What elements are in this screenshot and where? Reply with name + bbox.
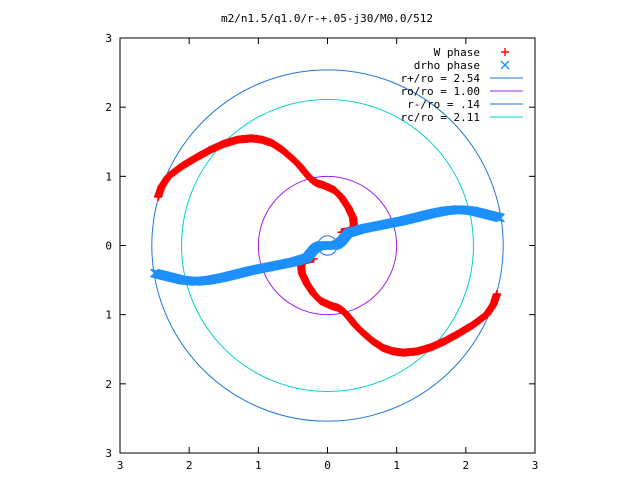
x-tick-labels: 3 2 1 0 1 2 3 (117, 459, 539, 472)
legend-label: W phase (434, 46, 480, 59)
y-tick-label: 3 (105, 447, 112, 460)
legend-label: r+/ro = 2.54 (401, 72, 481, 85)
chart-title: m2/n1.5/q1.0/r-+.05-j30/M0.0/512 (221, 12, 433, 25)
legend-swatch (501, 48, 509, 56)
y-tick-labels: 3 2 1 0 1 2 3 (105, 32, 112, 460)
x-tick-label: 3 (117, 459, 124, 472)
legend-swatch (500, 60, 510, 70)
circle-r+ (151, 69, 504, 422)
drho-phase-point (495, 213, 505, 223)
x-tick-label: 1 (255, 459, 262, 472)
tick-marks (119, 37, 536, 454)
x-tick-label: 3 (532, 459, 539, 472)
x-tick-label: 2 (186, 459, 193, 472)
x-tick-label: 2 (463, 459, 470, 472)
y-tick-label: 1 (105, 309, 112, 322)
y-tick-label: 1 (105, 170, 112, 183)
y-tick-label: 2 (105, 101, 112, 114)
y-tick-label: 0 (105, 240, 112, 253)
x-tick-label: 0 (324, 459, 331, 472)
legend-label: drho phase (414, 59, 480, 72)
circle-rc (181, 99, 474, 392)
legend-label: ro/ro = 1.00 (401, 85, 480, 98)
y-tick-label: 2 (105, 378, 112, 391)
y-tick-label: 3 (105, 32, 112, 45)
x-tick-label: 1 (393, 459, 400, 472)
data-points (150, 134, 505, 357)
legend-label: r-/ro = .14 (407, 98, 480, 111)
legend-label: rc/ro = 2.11 (401, 111, 480, 124)
circle-ro (257, 175, 398, 316)
